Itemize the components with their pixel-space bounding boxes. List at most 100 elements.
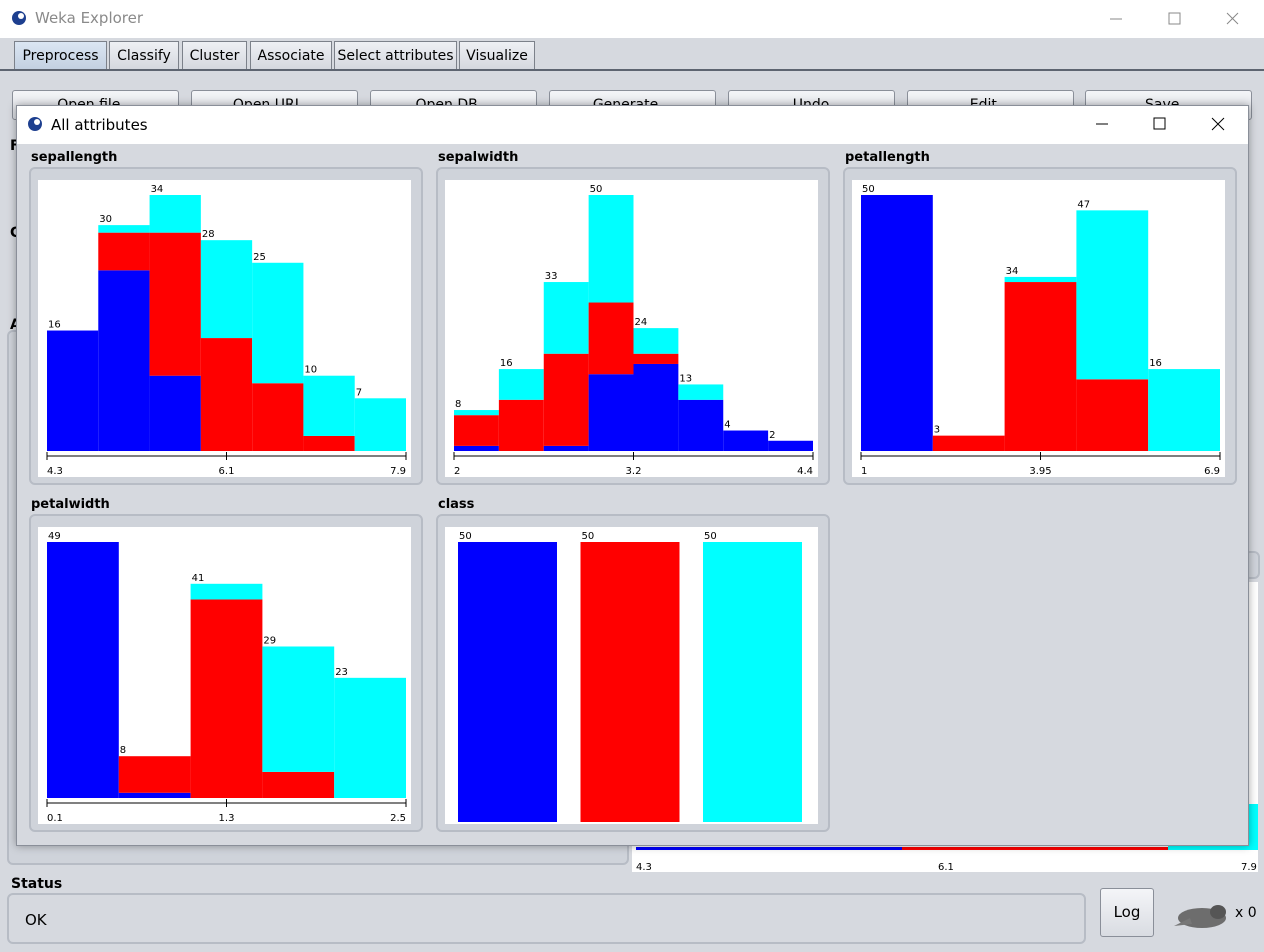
tab[interactable]: Associate bbox=[250, 41, 332, 70]
bar-segment bbox=[303, 375, 355, 436]
x-tick-label: 7.9 bbox=[1241, 862, 1257, 873]
bar-segment bbox=[588, 374, 634, 451]
bar-segment bbox=[98, 232, 150, 271]
x-tick-label: 0.1 bbox=[47, 813, 63, 824]
bar-segment bbox=[1076, 379, 1149, 451]
section-label: C bbox=[10, 225, 20, 241]
count-label: 8 bbox=[455, 399, 461, 410]
tab[interactable]: Select attributes bbox=[334, 41, 457, 70]
bar-segment bbox=[303, 435, 355, 451]
count-label: 47 bbox=[1077, 199, 1090, 210]
bar-segment bbox=[454, 415, 499, 446]
count-label: 34 bbox=[151, 184, 164, 195]
dialog-icon bbox=[28, 117, 42, 131]
x-tick-label: 2.5 bbox=[390, 813, 406, 824]
bar bbox=[580, 542, 680, 822]
count-label: 28 bbox=[202, 229, 215, 240]
count-label: 50 bbox=[704, 531, 717, 542]
bar-segment bbox=[454, 445, 499, 451]
tab[interactable]: Preprocess bbox=[14, 41, 107, 70]
bar-segment bbox=[118, 756, 191, 793]
tab-divider bbox=[0, 69, 1264, 71]
bar-segment bbox=[633, 363, 679, 451]
count-label: 8 bbox=[120, 745, 126, 756]
count-label: 16 bbox=[500, 358, 513, 369]
app-icon bbox=[12, 11, 26, 25]
bar-segment bbox=[678, 399, 724, 451]
section-label: F bbox=[10, 138, 20, 154]
count-label: 50 bbox=[582, 531, 595, 542]
bar-segment bbox=[543, 353, 589, 446]
bar-segment bbox=[543, 445, 589, 451]
count-label: 41 bbox=[192, 573, 205, 584]
bar-segment bbox=[200, 338, 253, 451]
x-tick-label: 4.3 bbox=[636, 862, 652, 873]
count-label: 50 bbox=[590, 184, 603, 195]
count-label: 23 bbox=[335, 667, 348, 678]
x-tick-label: 1.3 bbox=[219, 813, 235, 824]
chart-title: petallength bbox=[845, 150, 930, 165]
tab[interactable]: Cluster bbox=[182, 41, 247, 70]
window-title: Weka Explorer bbox=[35, 9, 144, 27]
count-label: 29 bbox=[263, 635, 276, 646]
count-label: 50 bbox=[459, 531, 472, 542]
count-label: 49 bbox=[48, 531, 61, 542]
background-bar bbox=[902, 847, 1168, 850]
bar-segment bbox=[47, 330, 99, 451]
bar-segment bbox=[932, 435, 1005, 451]
bar-segment bbox=[190, 599, 263, 798]
count-label: 10 bbox=[304, 365, 317, 376]
dialog-title: All attributes bbox=[51, 116, 148, 134]
x-tick-label: 6.1 bbox=[938, 862, 954, 873]
chart: 50 50 50 bbox=[445, 527, 818, 824]
dialog: All attributes sepallength 16 30 34 28 25 10 7 4… bbox=[16, 105, 1249, 846]
tab[interactable]: Visualize bbox=[459, 41, 535, 70]
bar-segment bbox=[98, 270, 150, 451]
bar-segment bbox=[200, 240, 253, 339]
bar-segment bbox=[262, 771, 335, 798]
bar-segment bbox=[190, 583, 263, 600]
dialog-controls[interactable] bbox=[1092, 116, 1242, 134]
status-message: OK bbox=[25, 911, 47, 929]
x-tick-label: 2 bbox=[454, 466, 460, 477]
bar-segment bbox=[588, 195, 634, 303]
count-label: 33 bbox=[545, 271, 558, 282]
status-box: OK bbox=[7, 893, 1086, 944]
bar-segment bbox=[861, 195, 933, 451]
chart: 8 16 33 50 24 13 4 2 2 3.2 4.4 bbox=[445, 180, 818, 477]
chart-title: sepallength bbox=[31, 150, 118, 165]
bar-segment bbox=[334, 677, 406, 798]
bar-segment bbox=[498, 399, 544, 451]
bar-segment bbox=[262, 646, 335, 772]
count-label: 34 bbox=[1006, 266, 1019, 277]
log-button[interactable]: Log bbox=[1100, 888, 1154, 937]
count-label: 2 bbox=[769, 430, 775, 441]
bar-segment bbox=[354, 398, 406, 451]
x-tick-label: 3.95 bbox=[1029, 466, 1051, 477]
count-label: 4 bbox=[724, 420, 730, 431]
bar-segment bbox=[678, 384, 724, 400]
count-label: 13 bbox=[679, 373, 692, 384]
task-count: x 0 bbox=[1235, 905, 1257, 921]
chart: 50 3 34 47 16 1 3.95 6.9 bbox=[852, 180, 1225, 477]
count-label: 50 bbox=[862, 184, 875, 195]
count-label: 30 bbox=[99, 214, 112, 225]
x-tick-label: 4.4 bbox=[797, 466, 813, 477]
window-controls[interactable] bbox=[1100, 10, 1250, 28]
chart: 49 8 41 29 23 0.1 1.3 2.5 bbox=[38, 527, 411, 824]
bar bbox=[703, 542, 802, 822]
bar-segment bbox=[633, 353, 679, 364]
bar-segment bbox=[1148, 369, 1220, 451]
bar-segment bbox=[149, 375, 201, 451]
bar-segment bbox=[543, 282, 589, 354]
bar-segment bbox=[149, 232, 201, 376]
count-label: 25 bbox=[253, 252, 266, 263]
x-tick-label: 3.2 bbox=[626, 466, 642, 477]
count-label: 7 bbox=[356, 387, 362, 398]
x-tick-label: 6.1 bbox=[219, 466, 235, 477]
tab[interactable]: Classify bbox=[109, 41, 179, 70]
status-label: Status bbox=[11, 876, 63, 892]
title-bar: Weka Explorer bbox=[0, 0, 1264, 38]
bar-segment bbox=[723, 430, 769, 451]
